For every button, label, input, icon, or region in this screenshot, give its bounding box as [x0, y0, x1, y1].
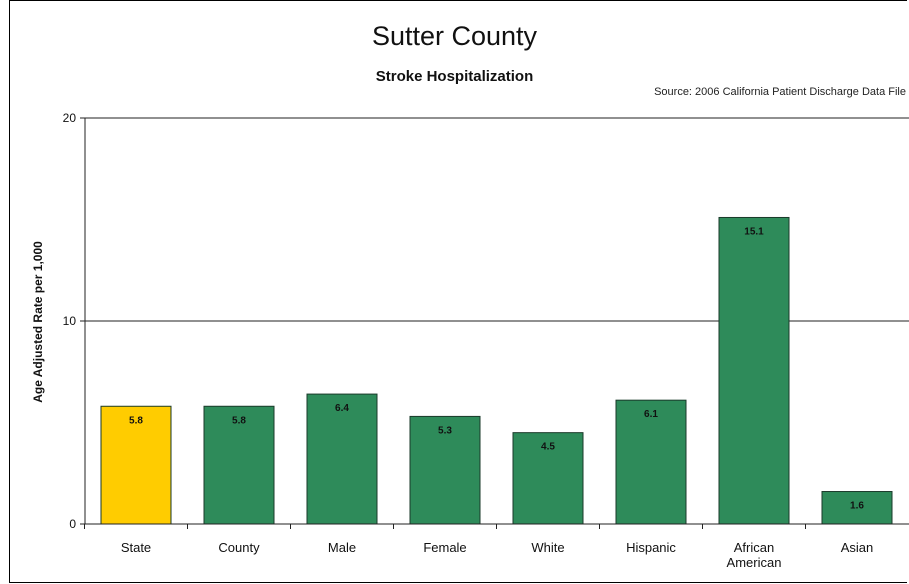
source-note: Source: 2006 California Patient Discharg…: [654, 86, 906, 98]
data-label: 6.4: [335, 403, 349, 414]
bar: [512, 432, 584, 525]
bar: [615, 399, 687, 525]
chart-subtitle: Stroke Hospitalization: [375, 68, 534, 85]
bar: [718, 216, 790, 525]
bar: [821, 491, 893, 525]
data-label: 15.1: [744, 226, 764, 237]
y-tick-label: 10: [63, 314, 77, 328]
data-label: 6.1: [644, 409, 658, 420]
x-tick-label: County: [218, 540, 260, 555]
y-tick-label: 0: [69, 517, 76, 531]
x-tick-label: American: [727, 555, 782, 570]
x-tick-label: Female: [423, 540, 466, 555]
bar: [409, 415, 481, 525]
bar: [306, 393, 378, 525]
data-label: 1.6: [850, 501, 864, 512]
data-label: 5.3: [438, 425, 452, 436]
x-tick-label: White: [531, 540, 564, 555]
bar: [203, 405, 275, 525]
data-label: 5.8: [129, 415, 143, 426]
x-tick-label: Asian: [841, 540, 874, 555]
x-tick-label: African: [734, 540, 774, 555]
x-tick-label: Male: [328, 540, 356, 555]
x-tick-label: State: [121, 540, 151, 555]
data-label: 5.8: [232, 415, 246, 426]
chart-title: Sutter County: [371, 21, 538, 51]
bar: [100, 405, 172, 525]
y-tick-label: 20: [63, 111, 77, 125]
data-label: 4.5: [541, 442, 555, 453]
chart-frame: [9, 0, 907, 583]
x-tick-label: Hispanic: [626, 540, 676, 555]
